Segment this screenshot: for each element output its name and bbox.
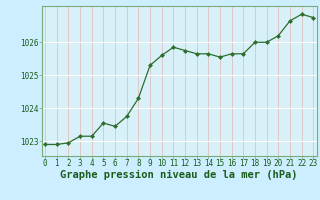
X-axis label: Graphe pression niveau de la mer (hPa): Graphe pression niveau de la mer (hPa) — [60, 170, 298, 180]
